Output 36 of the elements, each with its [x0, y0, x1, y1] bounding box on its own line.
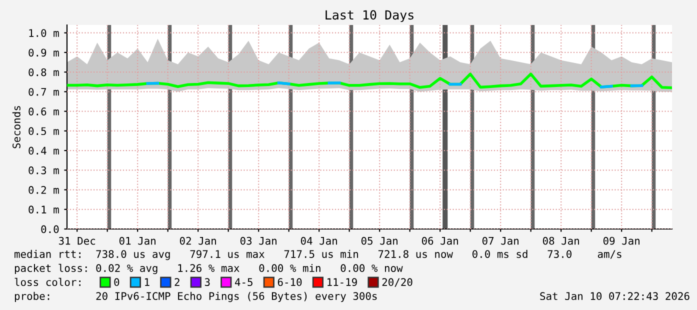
- legend-title: loss color:: [14, 278, 80, 286]
- legend-label: 20/20: [382, 278, 412, 287]
- legend-label: 0: [114, 278, 120, 286]
- chart-title: Last 10 Days: [326, 10, 414, 22]
- text: packet loss: 0.02 % avg 1.26 % max 0.00 % min 0.00 % now: [14, 264, 403, 274]
- legend-label: 11-19: [328, 278, 357, 286]
- x-tick-label: 09 Jan: [603, 236, 640, 245]
- y-tick-label: 0.1 m: [28, 206, 59, 214]
- legend-label: 6-10: [278, 278, 302, 286]
- x-tick-label: 31 Dec: [58, 236, 96, 245]
- x-tick-label: 07 Jan: [482, 236, 518, 245]
- text: probe: 20 IPv6-ICMP Echo Pings (56 Bytes) every 300s: [14, 292, 377, 302]
- legend-label: 3: [204, 278, 210, 286]
- legend-label: 4-5: [234, 278, 252, 286]
- x-tick-label: 01 Jan: [119, 236, 156, 245]
- y-tick-label: 0.4 m: [28, 146, 59, 155]
- y-tick-label: 0.9 m: [28, 48, 59, 57]
- legend-label: 2: [174, 278, 180, 286]
- text: Sat Jan 10 07:22:43 2026: [540, 292, 690, 300]
- x-tick-label: 03 Jan: [240, 236, 276, 245]
- x-tick-label: 06 Jan: [422, 236, 458, 245]
- text: median rtt: 738.0 us avg 797.1 us max 717.5 us min 721.8 us now 0.0 ms sd 73.0 am/s: [14, 250, 622, 260]
- x-tick-label: 02 Jan: [180, 236, 216, 245]
- y-tick-label: 1.0 m: [29, 29, 59, 37]
- x-tick-label: 08 Jan: [542, 236, 579, 245]
- y-axis-title: Seconds: [12, 106, 20, 148]
- y-tick-label: 0.0: [41, 225, 59, 234]
- y-tick-label: 0.5 m: [28, 127, 59, 136]
- y-tick-label: 0.7 m: [28, 88, 59, 96]
- y-tick-label: 0.3 m: [28, 166, 59, 174]
- y-tick-label: 0.2 m: [28, 186, 59, 194]
- x-tick-label: 05 Jan: [361, 236, 398, 245]
- y-tick-label: 0.8 m: [28, 68, 59, 76]
- x-tick-label: 04 Jan: [300, 236, 337, 245]
- y-tick-label: 0.6 m: [28, 108, 59, 116]
- legend-label: 1: [145, 278, 150, 286]
